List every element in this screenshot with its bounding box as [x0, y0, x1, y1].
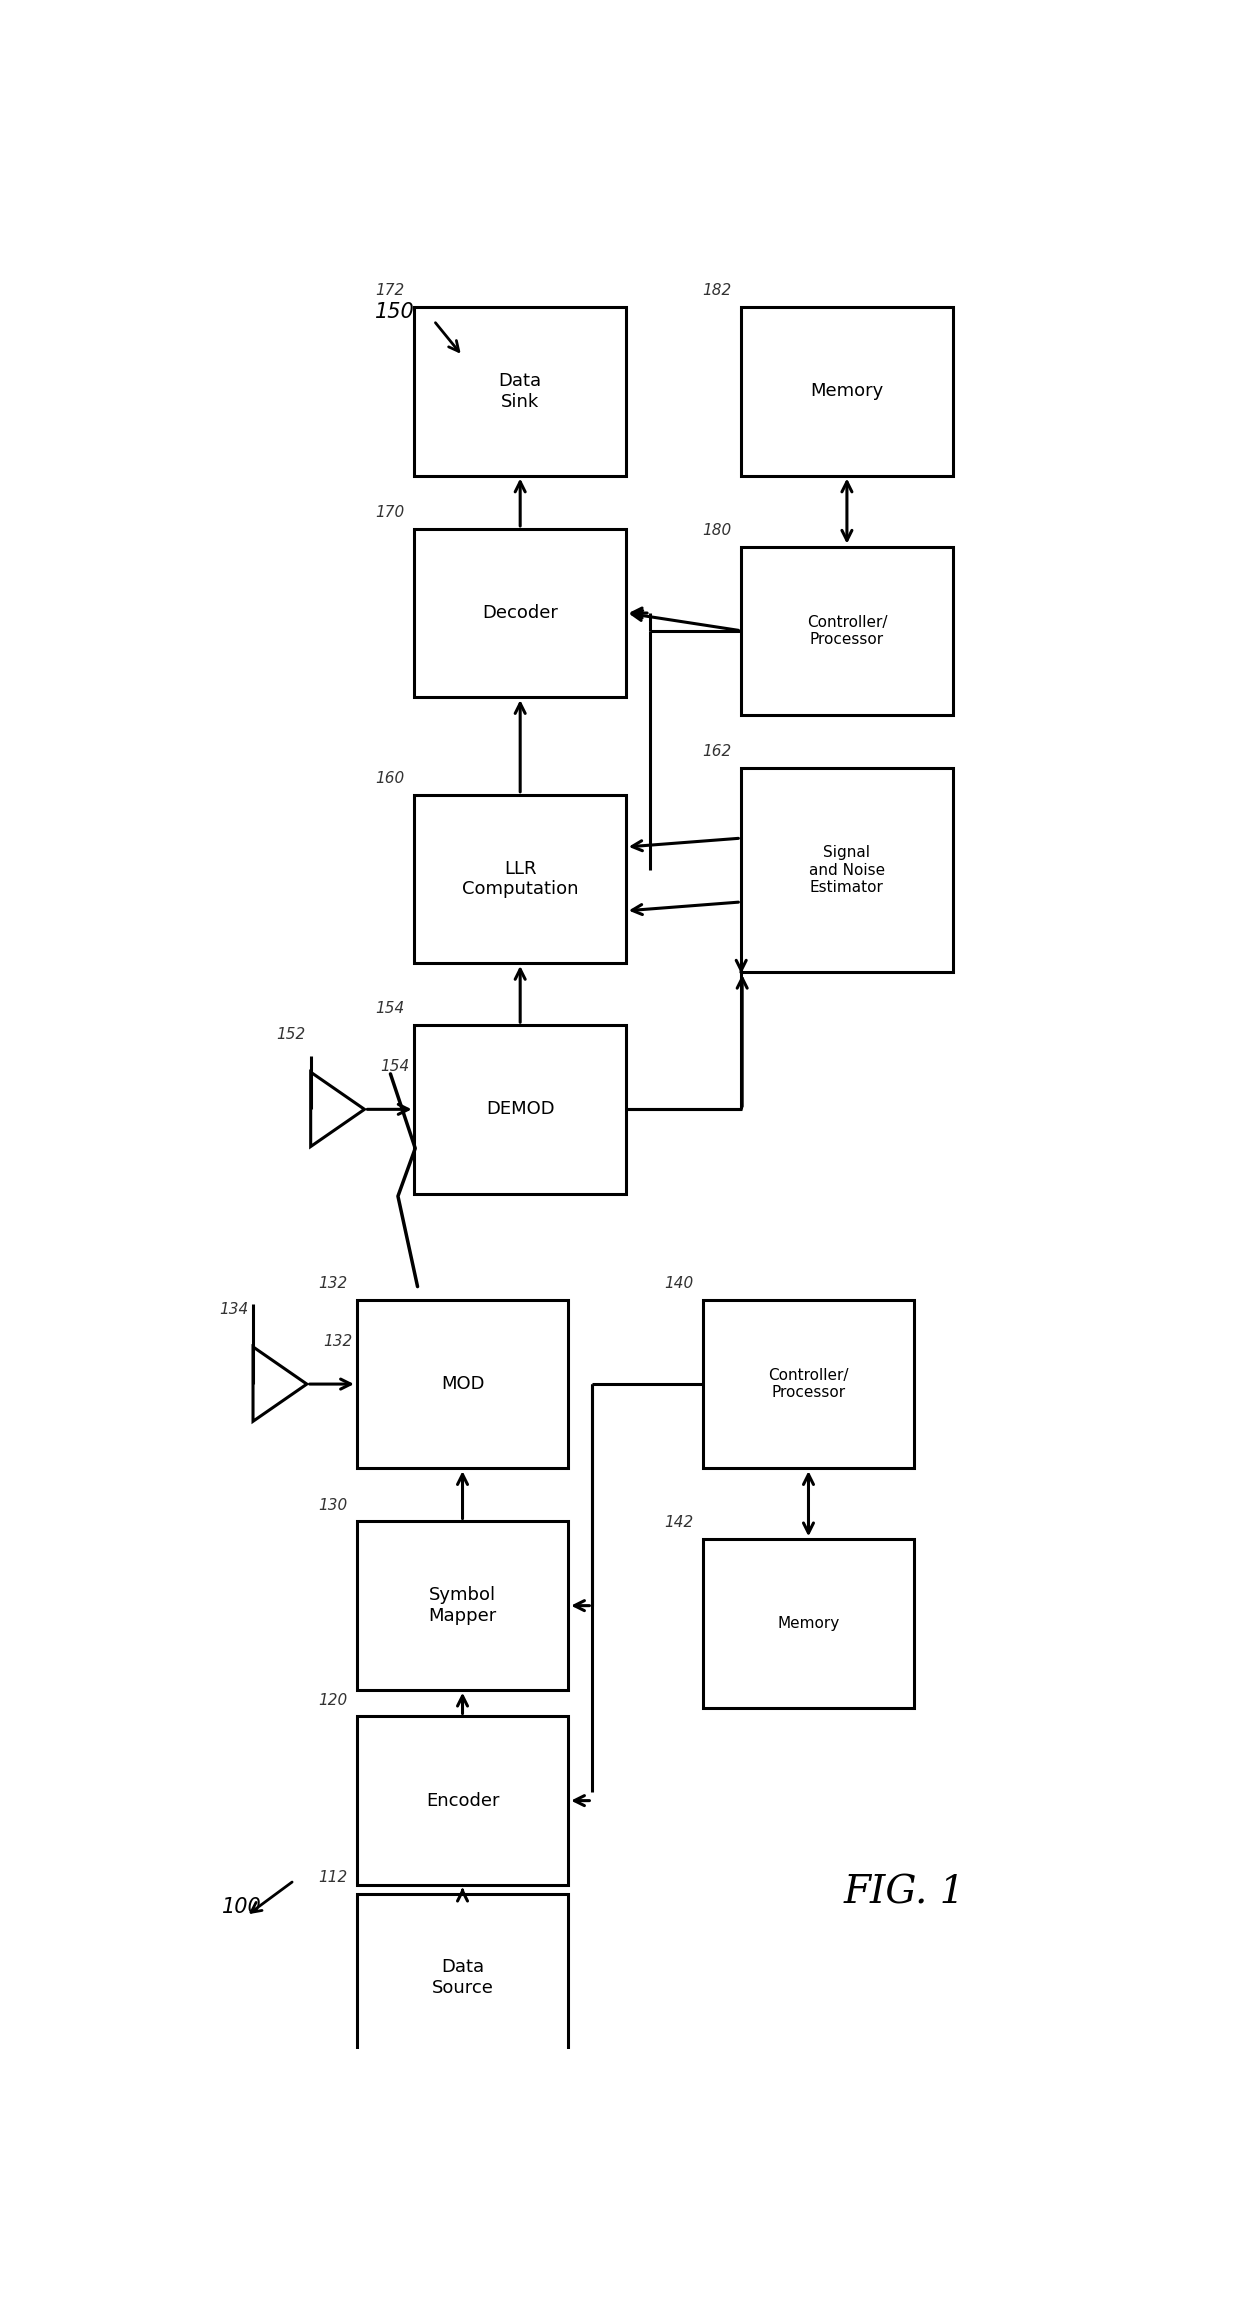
Text: 180: 180 [702, 523, 732, 539]
Text: 120: 120 [317, 1692, 347, 1708]
Text: 130: 130 [317, 1499, 347, 1512]
Bar [357, 1522, 568, 1690]
Text: 154: 154 [381, 1059, 409, 1073]
Text: Controller/
Processor: Controller/ Processor [807, 615, 887, 647]
Bar [414, 1024, 626, 1192]
Text: LLR
Computation: LLR Computation [463, 859, 578, 898]
Text: 170: 170 [376, 504, 404, 520]
Text: 150: 150 [376, 302, 415, 322]
Bar [357, 1895, 568, 2063]
Text: 154: 154 [376, 1001, 404, 1015]
Text: Symbol
Mapper: Symbol Mapper [428, 1586, 497, 1625]
Text: 132: 132 [322, 1333, 352, 1349]
Text: 152: 152 [277, 1027, 306, 1043]
Text: FIG. 1: FIG. 1 [844, 1874, 965, 1911]
Text: 172: 172 [376, 283, 404, 299]
Text: Signal
and Noise
Estimator: Signal and Noise Estimator [808, 845, 885, 895]
Bar [742, 546, 952, 716]
Bar [414, 529, 626, 698]
Text: 134: 134 [219, 1301, 248, 1317]
Bar [703, 1540, 914, 1708]
Text: 100: 100 [222, 1897, 262, 1918]
Text: 182: 182 [702, 283, 732, 299]
Text: Controller/
Processor: Controller/ Processor [769, 1367, 848, 1400]
Bar [357, 1717, 568, 1885]
Text: Memory: Memory [777, 1616, 839, 1630]
Text: DEMOD: DEMOD [486, 1100, 554, 1119]
Text: 112: 112 [317, 1869, 347, 1885]
Text: 140: 140 [663, 1275, 693, 1291]
Bar [742, 769, 952, 971]
Text: MOD: MOD [440, 1374, 485, 1393]
Bar [414, 306, 626, 477]
Text: Data
Sink: Data Sink [498, 373, 542, 410]
Text: Data
Source: Data Source [432, 1959, 494, 1998]
Text: 142: 142 [663, 1515, 693, 1531]
Text: Encoder: Encoder [425, 1791, 500, 1809]
Bar [414, 794, 626, 962]
Text: 132: 132 [317, 1275, 347, 1291]
Bar [742, 306, 952, 477]
Text: Memory: Memory [810, 382, 884, 401]
Text: 160: 160 [376, 771, 404, 785]
Bar [703, 1301, 914, 1469]
Text: Decoder: Decoder [482, 603, 558, 622]
Text: 162: 162 [702, 744, 732, 760]
Bar [357, 1301, 568, 1469]
